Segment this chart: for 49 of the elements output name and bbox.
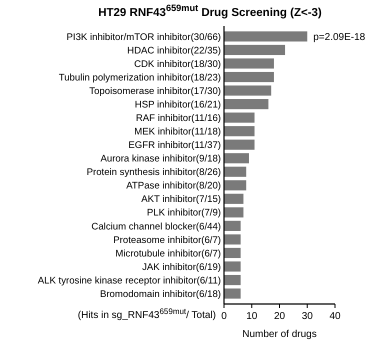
y-tick-label: ALK tyrosine kinase receptor inhibitor(6/11)	[38, 275, 221, 286]
y-tick-label: PLK inhibitor(7/9)	[146, 208, 221, 219]
x-tick-label: 0	[221, 311, 228, 322]
bar	[224, 126, 255, 136]
bar	[224, 140, 255, 150]
y-tick-label: JAK inhibitor(6/19)	[142, 262, 221, 273]
y-tick-label: Topoisomerase inhibitor(17/30)	[89, 86, 221, 97]
y-tick-label: PI3K inhibitor/mTOR inhibitor(30/66)	[66, 32, 221, 43]
bar	[224, 31, 308, 42]
y-tick-label: ATPase inhibitor(8/20)	[126, 180, 221, 192]
y-tick-label: Tubulin polymerization inhibitor(18/23)	[58, 72, 221, 84]
y-tick-label: EGFR inhibitor(11/37)	[128, 140, 221, 152]
bar	[224, 220, 241, 231]
bar	[224, 85, 272, 96]
bar	[224, 166, 246, 177]
bar	[224, 58, 274, 69]
bar	[224, 153, 249, 164]
x-tick-label: 20	[274, 311, 286, 322]
y-tick-label: Protein synthesis inhibitor(8/26)	[86, 167, 221, 178]
bar	[224, 234, 241, 245]
bar	[224, 72, 274, 82]
bar	[224, 112, 255, 123]
y-tick-label: HSP inhibitor(16/21)	[134, 99, 221, 110]
annotation: p=2.09E-18	[313, 32, 366, 43]
y-tick-label: CDK inhibitor(18/30)	[134, 58, 221, 70]
x-axis-title: Number of drugs	[242, 329, 317, 340]
bar	[224, 261, 241, 272]
y-tick-label: Aurora kinase inhibitor(9/18)	[100, 154, 221, 165]
y-tick-label: MEK inhibitor(11/18)	[134, 126, 221, 138]
bar	[224, 207, 244, 218]
y-tick-label: RAF inhibitor(11/16)	[136, 112, 221, 124]
bar	[224, 180, 246, 190]
y-tick-label: Calcium channel blocker(6/44)	[91, 221, 221, 232]
bar	[224, 248, 241, 258]
bar	[224, 288, 241, 299]
y-tick-label: HDAC inhibitor(22/35)	[127, 45, 221, 56]
y-tick-label: Proteasome inhibitor(6/7)	[113, 234, 221, 246]
bar	[224, 99, 268, 110]
chart-title: HT29 RNF43$^{659mut}$ Drug Screening (Z<-3)	[98, 3, 322, 19]
y-tick-label: Microtubule inhibitor(6/7)	[115, 248, 221, 260]
y-tick-label: Bromodomain inhibitor(6/18)	[100, 288, 221, 300]
y-tick-label: AKT inhibitor(7/15)	[141, 194, 221, 206]
x-tick-label: 30	[302, 311, 314, 322]
text: (Hits in sg_RNF43$^{659mut}$/ Total)	[78, 306, 216, 321]
bar	[224, 194, 244, 204]
x-tick-label: 40	[329, 311, 341, 322]
bar	[224, 274, 241, 286]
x-tick-label: 10	[246, 311, 258, 322]
bar	[224, 44, 286, 56]
